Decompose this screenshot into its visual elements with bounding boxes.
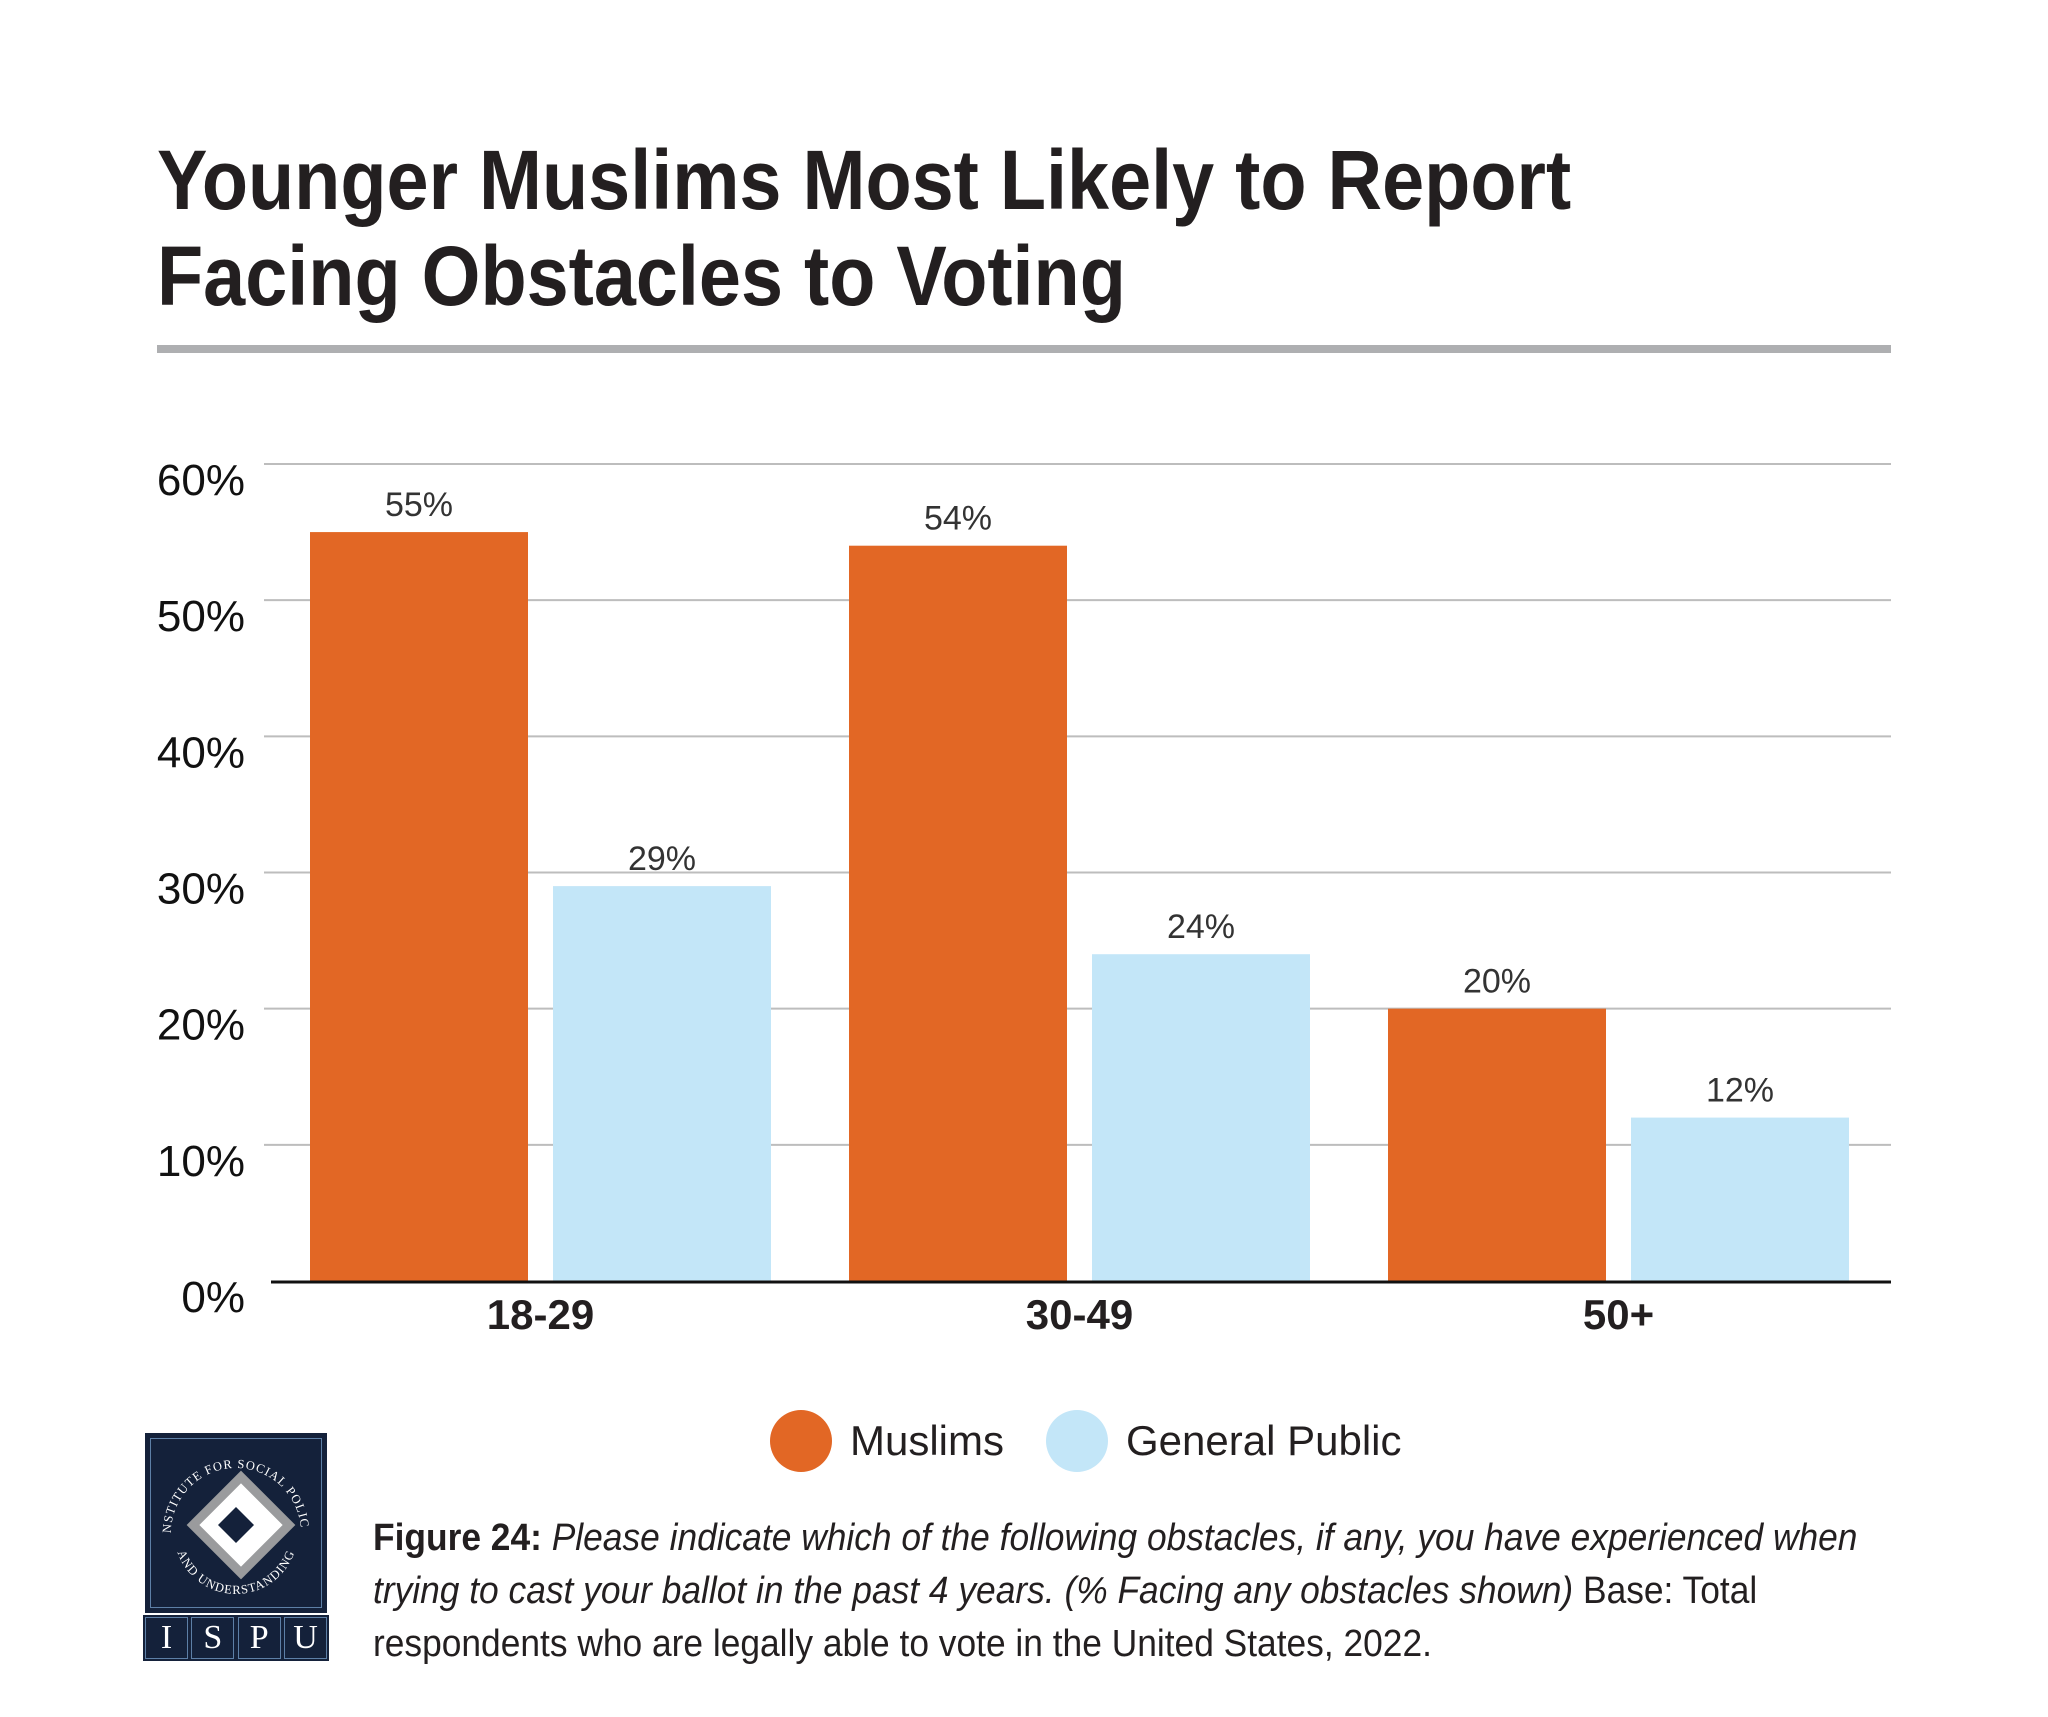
y-tick-label: 10% (157, 1137, 245, 1186)
x-tick-label: 18-29 (487, 1291, 594, 1338)
ispu-logo: INSTITUTE FOR SOCIAL POLICY AND UNDERSTA… (140, 1422, 329, 1661)
y-axis-tick-labels: 0% 10% 20% 30% 40% 50% 60% (157, 456, 245, 1322)
logo-letter: P (235, 1615, 283, 1661)
logo-emblem: INSTITUTE FOR SOCIAL POLICY AND UNDERSTA… (140, 1422, 327, 1613)
gridlines (264, 463, 1891, 1146)
legend-swatch-general-public (1046, 1410, 1108, 1472)
y-tick-label: 0% (181, 1273, 245, 1322)
title-divider (157, 345, 1891, 353)
bar-muslims (1388, 1008, 1606, 1281)
data-label: 20% (1463, 963, 1531, 1001)
legend: Muslims General Public (770, 1410, 1443, 1472)
data-label: 29% (628, 840, 696, 878)
survey-base: Base: Total respondents who are legally … (373, 1570, 1758, 1665)
legend-label-general-public: General Public (1126, 1417, 1402, 1464)
bar-chart: 0%10%20%30%40%50%60% 55%29%54%24%20%12% … (157, 456, 1891, 1338)
chart-title-line-1: Younger Muslims Most Likely to Report (157, 133, 1572, 227)
bars (310, 532, 1849, 1281)
data-label: 54% (924, 500, 992, 538)
logo-wordmark: I S P U (143, 1615, 329, 1661)
legend-label-muslims: Muslims (850, 1417, 1004, 1464)
y-tick-label: 20% (157, 1001, 245, 1050)
bar-muslims (310, 532, 528, 1281)
logo-letter: S (189, 1615, 237, 1661)
survey-question: Please indicate which of the following o… (373, 1517, 1858, 1612)
data-label: 12% (1706, 1072, 1774, 1110)
bar-general-public (553, 886, 771, 1281)
logo-letter: I (143, 1615, 190, 1661)
x-axis-tick-labels: 18-29 30-49 50+ (487, 1291, 1654, 1338)
bar-muslims (849, 545, 1067, 1281)
figure-label: Figure 24: (373, 1517, 542, 1559)
x-tick-label: 50+ (1583, 1291, 1654, 1338)
data-label: 24% (1167, 908, 1235, 946)
bar-general-public (1092, 954, 1310, 1281)
y-tick-label: 40% (157, 728, 245, 777)
bar-general-public (1631, 1117, 1849, 1281)
logo-diamond-icon: INSTITUTE FOR SOCIAL POLICY AND UNDERSTA… (140, 1422, 311, 1597)
y-tick-label: 50% (157, 592, 245, 641)
legend-item-general-public: General Public (1046, 1410, 1401, 1472)
legend-item-muslims: Muslims (770, 1410, 1004, 1472)
y-tick-label: 60% (157, 456, 245, 505)
chart-title-line-2: Facing Obstacles to Voting (157, 229, 1126, 323)
data-labels: 55% 29% 54% 24% 20% 12% (385, 486, 1774, 1110)
data-label: 55% (385, 486, 453, 524)
legend-swatch-muslims (770, 1410, 832, 1472)
y-tick-label: 30% (157, 865, 245, 914)
logo-letter: U (281, 1615, 329, 1661)
x-tick-label: 30-49 (1026, 1291, 1133, 1338)
figure-caption: Figure 24: Please indicate which of the … (373, 1512, 1898, 1671)
chart-title: Younger Muslims Most Likely to Report Fa… (157, 132, 1571, 324)
